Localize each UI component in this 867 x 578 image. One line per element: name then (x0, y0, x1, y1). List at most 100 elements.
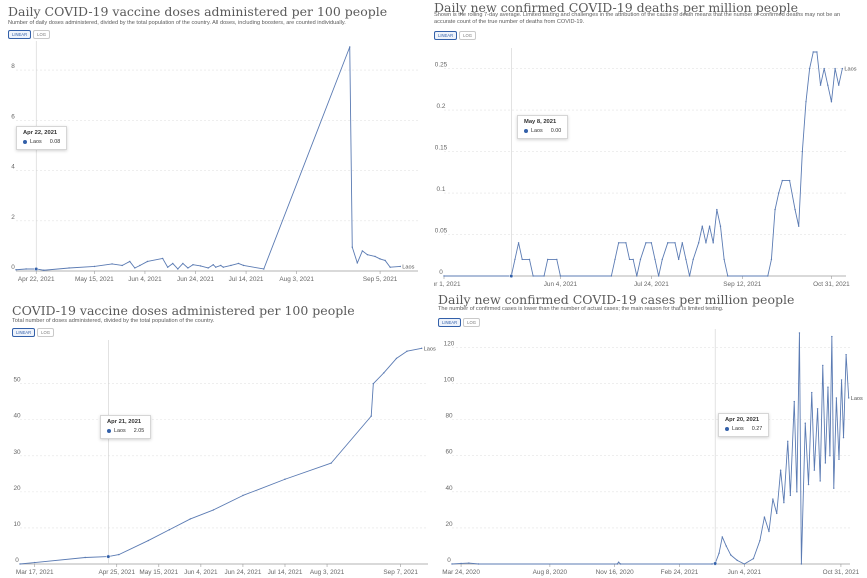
data-point (207, 267, 209, 269)
data-point (15, 269, 17, 271)
data-point (168, 529, 171, 531)
data-point (212, 264, 214, 266)
data-point (681, 242, 683, 244)
data-point (543, 275, 545, 277)
data-point (752, 557, 755, 560)
y-tick-label: 0.1 (437, 186, 446, 193)
y-tick-label: 0 (447, 557, 451, 564)
data-point (129, 260, 131, 263)
highlight-point (509, 273, 514, 279)
data-point (477, 563, 480, 565)
data-point (617, 242, 620, 244)
data-point (819, 84, 822, 86)
linear-scale-button[interactable]: LINEAR (12, 328, 36, 337)
data-point (521, 258, 523, 261)
chart-subtitle: Shown is the rolling 7-day average. Limi… (434, 12, 841, 26)
data-point (692, 258, 694, 261)
log-scale-button[interactable]: LOG (37, 328, 54, 337)
series-dot-icon (107, 429, 111, 433)
data-point (639, 258, 642, 261)
y-tick-label: 4 (11, 164, 15, 171)
data-point (723, 258, 725, 261)
linear-scale-button[interactable]: LINEAR (434, 31, 458, 40)
x-tick-label: May 15, 2021 (139, 569, 178, 576)
chart-tooltip: May 8, 2021 Laos 0.00 (517, 115, 569, 139)
data-point (697, 242, 700, 244)
tooltip-date: Apr 21, 2021 (107, 419, 142, 425)
series-dot-icon (524, 129, 528, 133)
data-point (374, 255, 376, 258)
data-point (222, 266, 225, 268)
chart-plot[interactable]: 0 10 20 30 40 50 Mar 17, 2021 Apr 25, 2021 May 1… (12, 338, 436, 578)
series-label-laos: Laos (851, 396, 863, 402)
data-point (840, 379, 843, 381)
data-point (677, 258, 680, 261)
data-point (632, 258, 634, 261)
x-tick-label: Jul 14, 2021 (268, 569, 303, 576)
tooltip-country: Laos (732, 426, 744, 432)
tooltip-value: 0.27 (751, 426, 763, 432)
data-point (841, 67, 844, 70)
scale-toggle: LINEAR LOG (8, 30, 50, 39)
y-tick-label: 60 (445, 449, 453, 456)
chart-tooltip: Apr 22, 2021 Laos 0.08 (16, 126, 68, 150)
chart-panel-daily-doses: Daily COVID-19 vaccine doses administere… (8, 4, 428, 289)
x-tick-label: Sep 5, 2021 (363, 276, 398, 283)
data-point (242, 264, 245, 267)
data-point (406, 350, 408, 352)
chart-plot[interactable]: 0 20 40 60 80 100 120 Mar 24, 2020 Aug 8, 2020 No… (438, 327, 867, 578)
data-point (716, 208, 718, 211)
data-point (43, 269, 45, 271)
data-point (835, 397, 838, 399)
data-point (370, 415, 372, 417)
data-point (816, 51, 818, 53)
series-label-laos: Laos (424, 346, 436, 352)
data-point (725, 545, 727, 547)
data-point (801, 150, 804, 153)
log-scale-button[interactable]: LOG (459, 31, 476, 40)
data-point (242, 494, 244, 497)
log-scale-button[interactable]: LOG (463, 318, 480, 327)
data-point (610, 275, 613, 277)
data-point (139, 264, 141, 267)
data-point (807, 483, 810, 486)
data-point (546, 258, 549, 261)
x-tick-label: Feb 24, 2021 (661, 569, 699, 576)
chart-subtitle: The number of confirmed cases is lower t… (438, 306, 724, 312)
data-point (701, 225, 703, 227)
tooltip-country: Laos (30, 139, 42, 145)
data-point (808, 67, 811, 70)
data-point (824, 462, 827, 464)
x-tick-label: Apr 1, 2021 (434, 281, 461, 288)
chart-subtitle: Number of daily doses administered, divi… (8, 20, 346, 26)
chart-plot[interactable]: 0 2 4 6 8 Apr 22, 2021 May 15, 2021 Jun 4, 2021… (8, 39, 428, 289)
data-point (616, 563, 618, 565)
y-tick-label: 0.15 (435, 145, 448, 152)
data-point (68, 267, 70, 269)
scale-toggle: LINEAR LOG (438, 318, 480, 327)
scale-toggle: LINEAR LOG (12, 328, 54, 337)
data-point (395, 357, 398, 360)
linear-scale-button[interactable]: LINEAR (8, 30, 32, 39)
chart-title: Daily new confirmed COVID-19 cases per m… (438, 292, 795, 307)
data-point (736, 559, 738, 562)
data-point (111, 263, 113, 265)
data-point (816, 408, 819, 410)
y-tick-label: 0 (11, 264, 15, 271)
data-point (121, 264, 123, 267)
data-point (834, 67, 836, 70)
data-point (389, 266, 391, 268)
linear-scale-button[interactable]: LINEAR (438, 318, 462, 327)
data-point (556, 258, 558, 261)
data-point (719, 225, 722, 227)
chart-plot[interactable]: 0 0.05 0.1 0.15 0.2 0.25 Apr 1, 2021 Jun 4, 202… (434, 40, 864, 290)
data-point (84, 556, 86, 559)
highlight-point (713, 561, 718, 566)
data-point (356, 262, 359, 264)
data-point (349, 46, 351, 48)
data-point (822, 364, 824, 367)
chart-panel-daily-deaths: Daily new confirmed COVID-19 deaths per … (434, 0, 864, 290)
log-scale-button[interactable]: LOG (33, 30, 50, 39)
data-point (189, 518, 192, 520)
data-point (848, 397, 850, 399)
